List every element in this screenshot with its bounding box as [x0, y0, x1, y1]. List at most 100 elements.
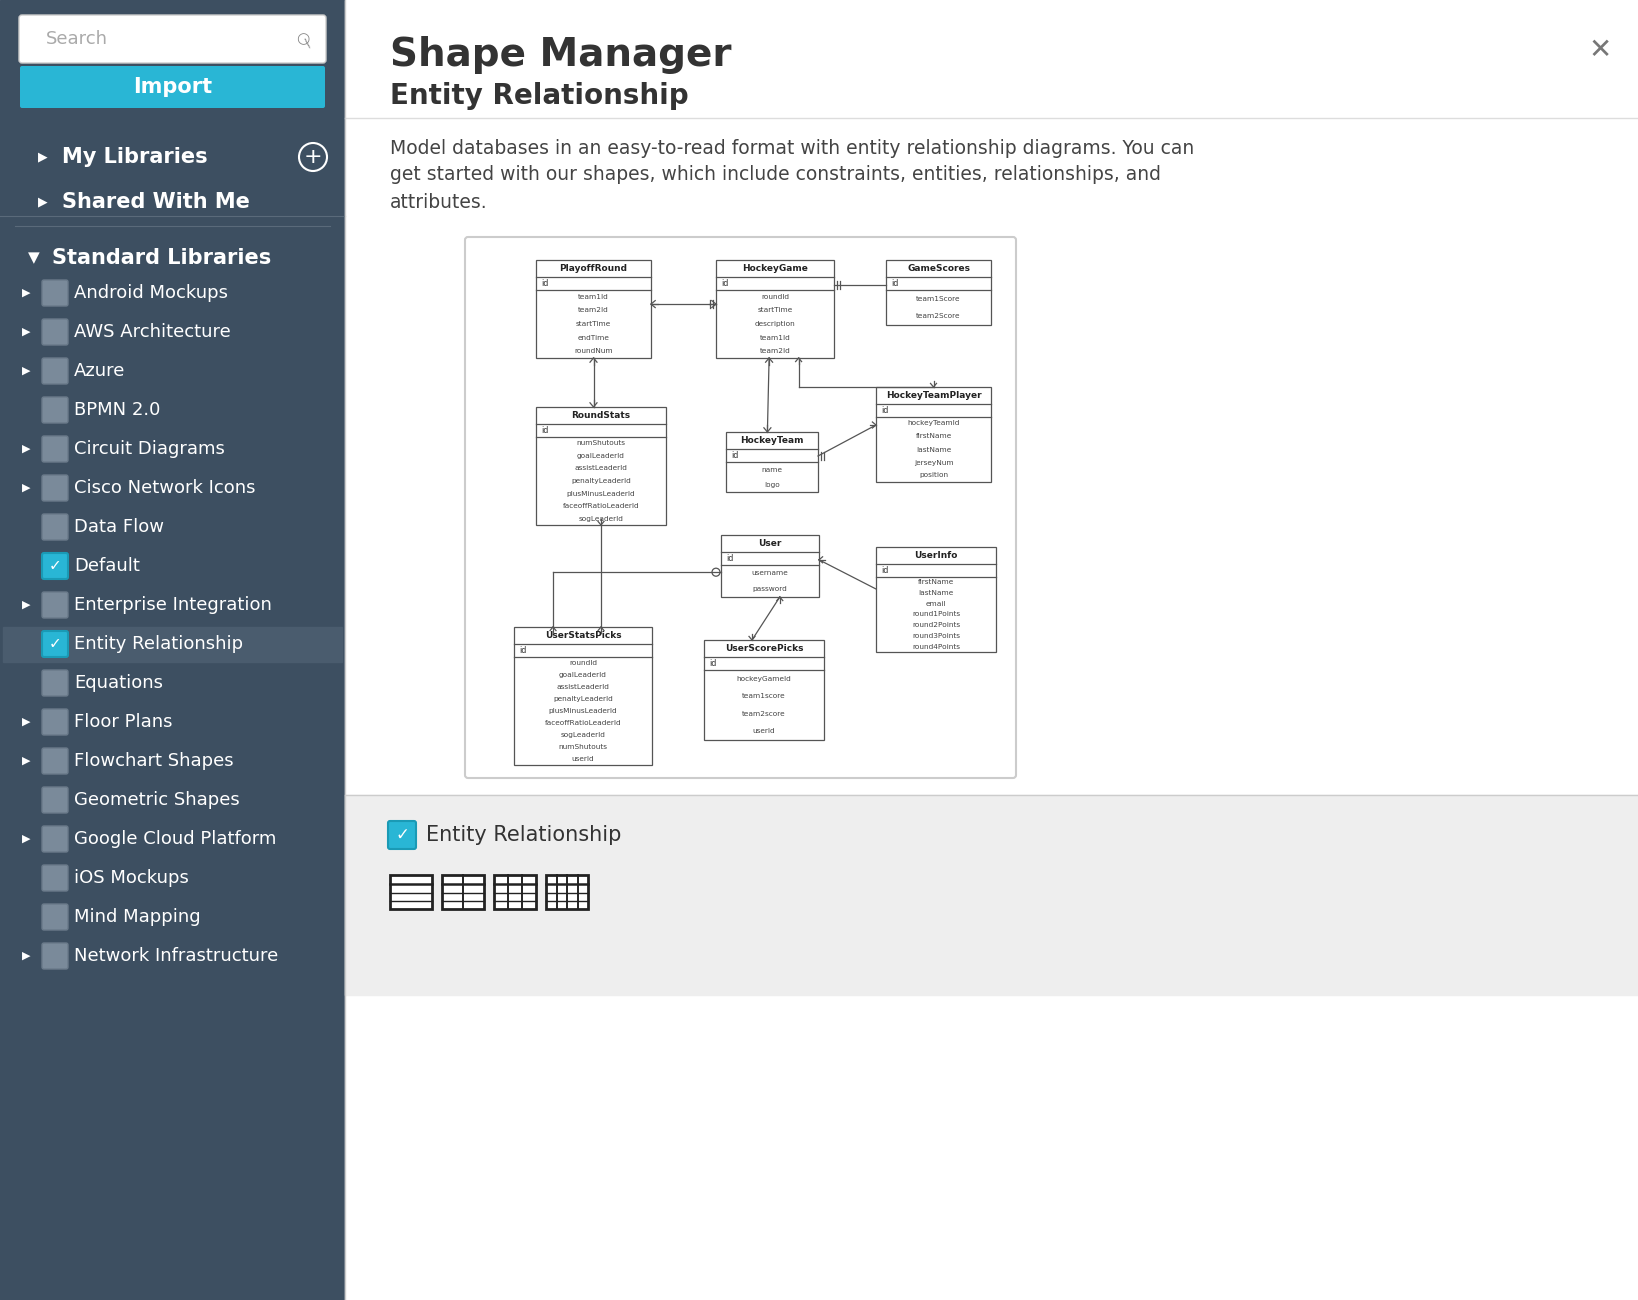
Text: Model databases in an easy-to-read format with entity relationship diagrams. You: Model databases in an easy-to-read forma…	[390, 139, 1194, 157]
Text: team2score: team2score	[742, 711, 786, 716]
Text: team2Id: team2Id	[578, 307, 609, 313]
Text: Azure: Azure	[74, 361, 126, 380]
Text: faceoffRatioLeaderId: faceoffRatioLeaderId	[563, 503, 639, 510]
Text: Shape Manager: Shape Manager	[390, 36, 732, 74]
Text: ▶: ▶	[21, 367, 31, 376]
Text: startTime: startTime	[757, 307, 793, 313]
Text: startTime: startTime	[577, 321, 611, 328]
Text: Geometric Shapes: Geometric Shapes	[74, 790, 239, 809]
Text: roundId: roundId	[762, 294, 790, 300]
Text: id: id	[731, 451, 739, 460]
Text: userId: userId	[753, 728, 775, 734]
Text: numShutouts: numShutouts	[559, 744, 608, 750]
Text: goalLeaderId: goalLeaderId	[559, 672, 608, 679]
Text: endTime: endTime	[578, 334, 609, 341]
FancyBboxPatch shape	[43, 318, 69, 344]
FancyBboxPatch shape	[43, 396, 69, 422]
Text: team1Id: team1Id	[578, 294, 609, 300]
Text: HockeyGame: HockeyGame	[742, 264, 808, 273]
Text: id: id	[519, 646, 526, 655]
Text: Mind Mapping: Mind Mapping	[74, 907, 200, 926]
Text: ✓: ✓	[395, 826, 410, 844]
Text: ○: ○	[296, 31, 310, 47]
Text: Default: Default	[74, 556, 139, 575]
Text: penaltyLeaderId: penaltyLeaderId	[554, 696, 613, 702]
Text: hockeyTeamId: hockeyTeamId	[907, 420, 960, 426]
Text: UserInfo: UserInfo	[914, 551, 958, 560]
Text: password: password	[752, 586, 788, 592]
Text: roundId: roundId	[568, 660, 596, 666]
Text: assistLeaderId: assistLeaderId	[557, 684, 609, 690]
Text: ✓: ✓	[49, 559, 61, 573]
Text: My Libraries: My Libraries	[62, 147, 208, 166]
Text: jerseyNum: jerseyNum	[914, 459, 953, 465]
Text: lastName: lastName	[919, 590, 953, 597]
Text: id: id	[881, 566, 888, 575]
Text: round1Points: round1Points	[912, 611, 960, 618]
Text: Entity Relationship: Entity Relationship	[426, 826, 621, 845]
Text: ▶: ▶	[21, 835, 31, 844]
Text: UserStatsPicks: UserStatsPicks	[545, 630, 621, 640]
Text: iOS Mockups: iOS Mockups	[74, 868, 188, 887]
Text: goalLeaderId: goalLeaderId	[577, 452, 626, 459]
Text: Google Cloud Platform: Google Cloud Platform	[74, 829, 277, 848]
Text: Search: Search	[46, 30, 108, 48]
Text: ▶: ▶	[21, 289, 31, 298]
Text: RoundStats: RoundStats	[572, 411, 631, 420]
Text: Standard Libraries: Standard Libraries	[52, 248, 272, 268]
Text: Network Infrastructure: Network Infrastructure	[74, 946, 278, 965]
Text: firstName: firstName	[917, 580, 953, 585]
Text: /: /	[301, 36, 314, 49]
Text: +: +	[303, 147, 323, 166]
Text: ▶: ▶	[21, 484, 31, 493]
Bar	[495, 875, 536, 909]
Text: assistLeaderId: assistLeaderId	[575, 465, 627, 472]
FancyBboxPatch shape	[43, 474, 69, 500]
Text: ▶: ▶	[21, 757, 31, 766]
Text: AWS Architecture: AWS Architecture	[74, 322, 231, 341]
FancyBboxPatch shape	[43, 826, 69, 852]
Bar	[726, 432, 817, 491]
FancyBboxPatch shape	[388, 822, 416, 849]
Text: firstName: firstName	[916, 433, 952, 439]
Text: UserScorePicks: UserScorePicks	[724, 644, 803, 653]
Bar	[346, 796, 1638, 994]
Text: BPMN 2.0: BPMN 2.0	[74, 400, 161, 419]
FancyBboxPatch shape	[43, 358, 69, 384]
Bar	[876, 387, 991, 482]
Text: ▶: ▶	[21, 328, 31, 337]
Text: ▶: ▶	[21, 718, 31, 727]
FancyBboxPatch shape	[43, 436, 69, 461]
Text: Entity Relationship: Entity Relationship	[74, 634, 242, 653]
Text: team1score: team1score	[742, 693, 786, 699]
Text: id: id	[881, 406, 888, 415]
FancyBboxPatch shape	[465, 237, 1016, 777]
FancyBboxPatch shape	[43, 670, 69, 696]
Text: ▼: ▼	[28, 251, 39, 265]
Text: sogLeaderId: sogLeaderId	[560, 732, 606, 738]
Bar	[536, 407, 667, 525]
Bar	[876, 547, 996, 653]
FancyBboxPatch shape	[43, 592, 69, 618]
FancyBboxPatch shape	[43, 903, 69, 929]
Text: Flowchart Shapes: Flowchart Shapes	[74, 751, 234, 770]
FancyBboxPatch shape	[43, 786, 69, 812]
Text: Shared With Me: Shared With Me	[62, 192, 251, 212]
Text: lastName: lastName	[916, 446, 952, 452]
Bar	[442, 875, 483, 909]
Text: team2Id: team2Id	[760, 348, 791, 354]
Text: Equations: Equations	[74, 673, 164, 692]
Text: User: User	[758, 540, 781, 549]
Text: plusMinusLeaderId: plusMinusLeaderId	[567, 490, 636, 497]
Text: ▶: ▶	[21, 952, 31, 961]
FancyBboxPatch shape	[43, 552, 69, 578]
Text: roundNum: roundNum	[575, 348, 613, 354]
Text: get started with our shapes, which include constraints, entities, relationships,: get started with our shapes, which inclu…	[390, 165, 1161, 185]
Bar	[536, 260, 650, 358]
Text: Entity Relationship: Entity Relationship	[390, 82, 688, 111]
Text: team1Id: team1Id	[760, 334, 791, 341]
Bar	[716, 260, 834, 358]
Bar	[346, 0, 1638, 1300]
Text: penaltyLeaderId: penaltyLeaderId	[572, 478, 631, 484]
Bar	[545, 875, 588, 909]
